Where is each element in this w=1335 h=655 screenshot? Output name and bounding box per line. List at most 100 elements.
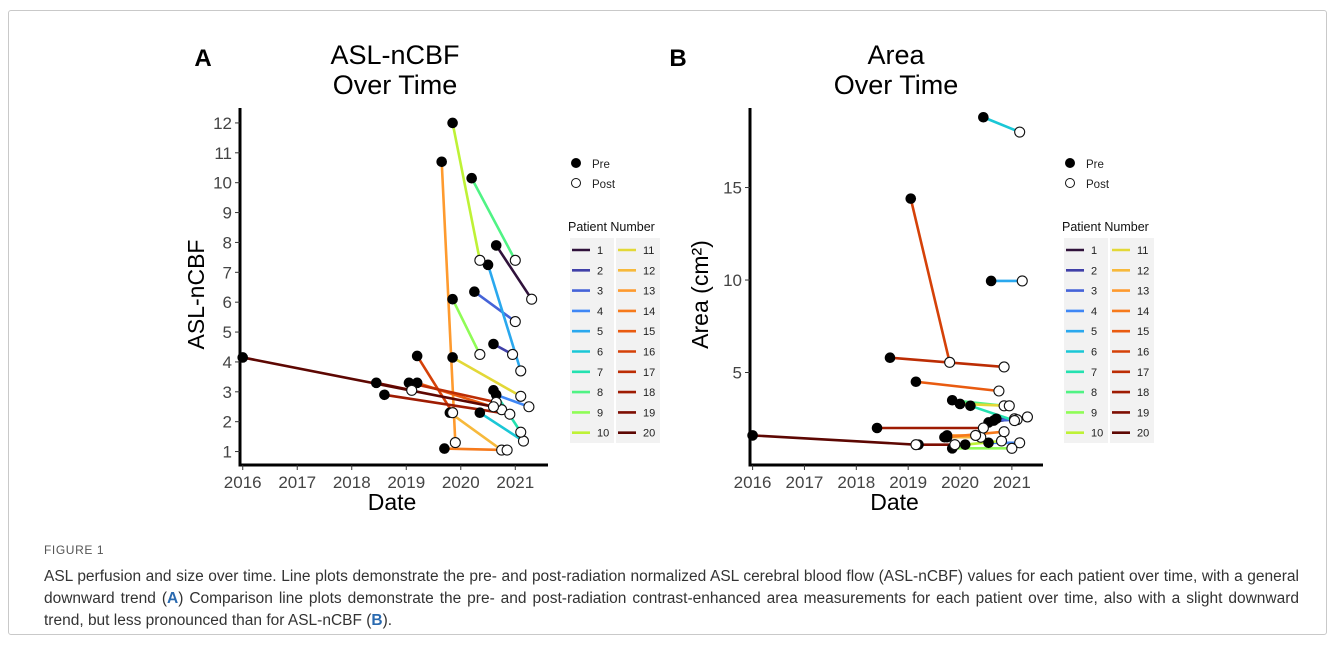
legend-entry-label: 15 bbox=[643, 326, 655, 338]
post-point-patient-4 bbox=[523, 401, 535, 413]
post-point-patient-5 bbox=[1016, 275, 1028, 287]
legend-entry-label: 10 bbox=[597, 428, 609, 440]
legend-entry-label: 14 bbox=[1137, 306, 1149, 318]
post-point-patient-20 bbox=[910, 439, 922, 451]
pre-point-patient-16 bbox=[905, 193, 917, 204]
legend-entry-label: 12 bbox=[1137, 265, 1149, 277]
pre-point-patient-20 bbox=[747, 430, 758, 441]
series-line-patient-17 bbox=[407, 381, 498, 404]
series-line-patient-9 bbox=[451, 297, 482, 356]
legend-key-bg-col2 bbox=[616, 238, 660, 443]
y-tick-label: 6 bbox=[223, 293, 232, 312]
pre-point-patient-2 bbox=[488, 338, 499, 350]
pre-point-patient-7 bbox=[965, 400, 976, 412]
series-line-patient-18 bbox=[383, 393, 512, 416]
legend-entry-label: 16 bbox=[1137, 347, 1149, 359]
legend-entry-label: 13 bbox=[1137, 286, 1149, 298]
legend-entry-label: 17 bbox=[643, 367, 655, 379]
y-tick-label: 10 bbox=[723, 271, 742, 290]
figure-label: FIGURE 1 bbox=[44, 543, 105, 557]
legend-entry-label: 16 bbox=[643, 347, 655, 359]
post-point-patient-17 bbox=[998, 361, 1010, 373]
pre-point-patient-6 bbox=[978, 111, 989, 123]
legend-entry-label: 9 bbox=[597, 407, 603, 419]
series-line-patient-20 bbox=[241, 356, 495, 409]
post-point-patient-11 bbox=[1003, 400, 1015, 412]
legend-entry-label: 13 bbox=[643, 286, 655, 298]
pre-point-patient-18 bbox=[871, 422, 883, 434]
caption-part-2: ) Comparison line plots demonstrate the … bbox=[44, 590, 1299, 629]
series-line-patient-11 bbox=[451, 356, 523, 398]
figure-caption: ASL perfusion and size over time. Line p… bbox=[44, 566, 1299, 632]
pre-point-patient-5 bbox=[985, 275, 997, 287]
legend-entry-label: 4 bbox=[1091, 306, 1097, 318]
series-line-patient-12 bbox=[448, 411, 503, 452]
series-line-patient-20 bbox=[751, 434, 918, 446]
legend-entry-label: 12 bbox=[643, 265, 655, 277]
y-tick-label: 12 bbox=[213, 114, 232, 133]
legend-entry-label: 11 bbox=[643, 245, 654, 257]
pre-point-patient-19 bbox=[370, 377, 382, 389]
legend-entry-label: 4 bbox=[597, 306, 603, 318]
panel-letter: B bbox=[669, 45, 686, 72]
legend-entry-label: 2 bbox=[597, 265, 603, 277]
x-tick-label: 2018 bbox=[837, 473, 875, 492]
legend-key-bg-col1 bbox=[570, 238, 614, 443]
y-tick-label: 15 bbox=[723, 179, 742, 198]
x-tick-label: 2017 bbox=[278, 473, 316, 492]
legend-entry-label: 19 bbox=[1137, 407, 1149, 419]
x-tick-label: 2017 bbox=[786, 473, 824, 492]
legend-entry-label: 18 bbox=[643, 387, 655, 399]
y-tick-label: 4 bbox=[223, 353, 232, 372]
legend-title: Patient Number bbox=[1062, 220, 1149, 234]
post-point-patient-20 bbox=[487, 401, 500, 413]
legend-entry-label: 6 bbox=[1091, 347, 1097, 359]
series-line-patient-6 bbox=[478, 411, 525, 443]
legend-entry-label: 10 bbox=[1091, 428, 1103, 440]
post-point-patient-10 bbox=[995, 435, 1008, 447]
pre-point-patient-16 bbox=[411, 350, 423, 362]
x-tick-label: 2020 bbox=[442, 473, 480, 492]
post-point-patient-18 bbox=[504, 408, 516, 420]
y-tick-label: 7 bbox=[223, 263, 232, 282]
post-point-patient-4 bbox=[1014, 437, 1026, 449]
y-tick-label: 3 bbox=[223, 383, 232, 402]
pre-point-patient-4 bbox=[983, 437, 994, 449]
pre-point-patient-18 bbox=[379, 389, 390, 401]
legend-entry-label: 3 bbox=[597, 286, 603, 298]
legend-entry-label: 5 bbox=[1091, 326, 1097, 338]
post-point-patient-10 bbox=[474, 254, 486, 266]
legend-entry-label: 19 bbox=[643, 407, 655, 419]
pre-point-patient-14 bbox=[939, 431, 950, 443]
caption-part-3: ). bbox=[382, 612, 393, 629]
caption-ref-b: B bbox=[371, 612, 383, 629]
legend-post-marker bbox=[571, 178, 581, 188]
post-point-patient-15 bbox=[993, 385, 1005, 397]
pre-point-patient-14 bbox=[439, 443, 450, 454]
x-tick-label: 2016 bbox=[224, 473, 262, 492]
chart-title-line: Over Time bbox=[834, 70, 959, 100]
series-line-patient-8 bbox=[470, 176, 517, 262]
y-axis-label: ASL-nCBF bbox=[183, 240, 209, 350]
panel-letter: A bbox=[194, 45, 211, 72]
x-tick-label: 2021 bbox=[993, 473, 1031, 492]
legend-entry-label: 7 bbox=[597, 367, 603, 379]
legend-entry-label: 5 bbox=[597, 326, 603, 338]
post-point-patient-16 bbox=[944, 356, 956, 368]
post-point-patient-14 bbox=[998, 426, 1010, 438]
post-point-patient-19 bbox=[949, 439, 961, 451]
post-point-patient-2 bbox=[507, 348, 519, 361]
legend-entry-label: 15 bbox=[1137, 326, 1149, 338]
post-point-patient-5 bbox=[515, 365, 527, 377]
post-point-patient-11 bbox=[515, 390, 527, 402]
post-point-patient-3 bbox=[509, 316, 521, 328]
post-point-patient-18 bbox=[977, 422, 989, 434]
series-line-patient-1 bbox=[494, 244, 533, 301]
pre-point-patient-10 bbox=[447, 117, 458, 129]
legend-entry-label: 1 bbox=[597, 245, 603, 257]
post-point-patient-8 bbox=[509, 254, 521, 266]
x-axis-label: Date bbox=[870, 489, 919, 515]
